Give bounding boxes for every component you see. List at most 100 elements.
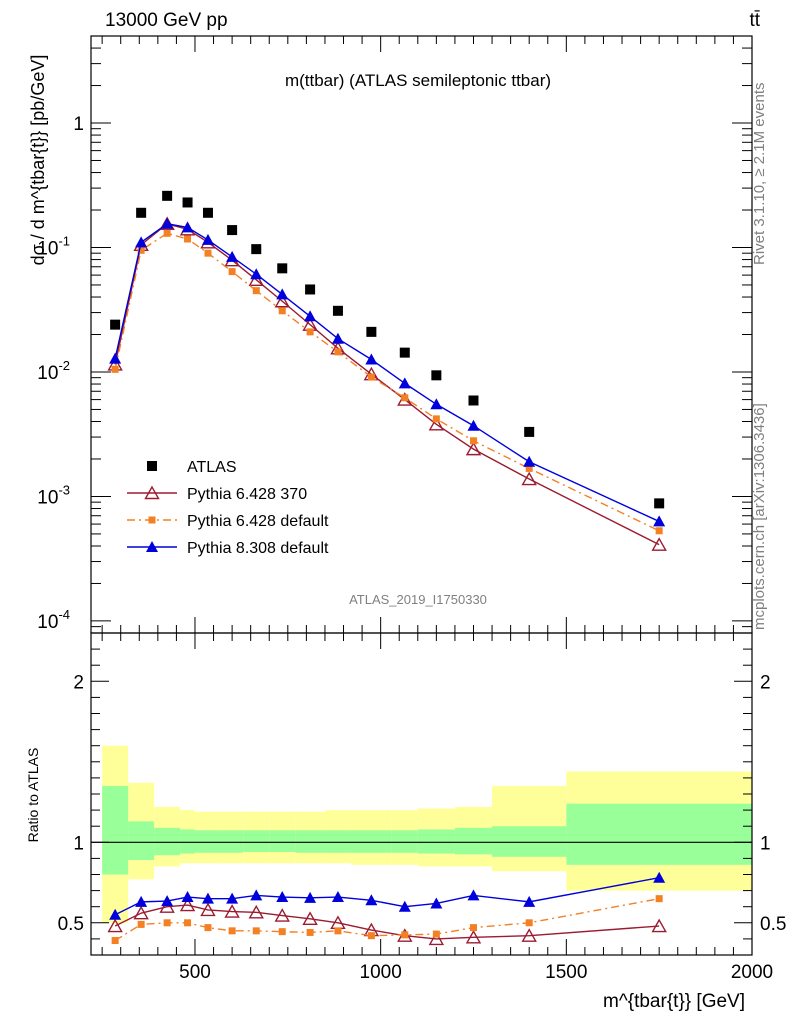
- ratio-point: [525, 919, 533, 927]
- x-tick-label: 1500: [545, 962, 587, 983]
- ratio-point: [204, 924, 212, 932]
- data-point: [431, 370, 442, 381]
- ratio-point: [334, 927, 342, 935]
- data-point: [276, 288, 289, 300]
- series-line: [114, 232, 660, 532]
- legend-label: ATLAS: [187, 459, 237, 476]
- data-point: [162, 190, 173, 201]
- main-panel: m(ttbar) (ATLAS semileptonic ttbar) ATLA…: [28, 35, 753, 634]
- data-point: [248, 272, 264, 287]
- x-tick-label: 500: [179, 962, 211, 983]
- ratio-point: [250, 889, 263, 901]
- ratio-point: [248, 904, 264, 919]
- ratio-point: [304, 891, 317, 903]
- data-point: [110, 319, 121, 330]
- ratio-point: [432, 930, 440, 938]
- y-tick-label: 10-3: [37, 482, 70, 508]
- ratio-point: [401, 931, 409, 939]
- ratio-point: [137, 920, 145, 928]
- data-point: [331, 332, 344, 344]
- data-point: [202, 207, 213, 218]
- ratio-y-tick-label: 2: [73, 672, 84, 693]
- data-point: [465, 441, 482, 456]
- band-inner: [128, 821, 155, 861]
- data-point: [182, 197, 193, 208]
- band-inner: [566, 803, 752, 865]
- analysis-id: ATLAS_2019_I1750330: [349, 592, 487, 607]
- data-point: [653, 515, 666, 527]
- data-point: [306, 328, 314, 336]
- data-point: [305, 284, 316, 295]
- data-point: [111, 365, 119, 373]
- band-inner: [324, 830, 351, 853]
- band-inner: [454, 827, 493, 855]
- ratio-point: [302, 911, 318, 925]
- data-point: [365, 353, 378, 365]
- legend-marker: [144, 485, 160, 500]
- ratio-point: [331, 891, 344, 903]
- ratio-point: [306, 928, 314, 936]
- data-point: [228, 268, 236, 276]
- x-axis-label: m^{tbar{t}} [GeV]: [603, 991, 745, 1012]
- ratio-point: [467, 889, 480, 901]
- data-point: [204, 249, 212, 257]
- data-point: [161, 217, 174, 229]
- data-point: [250, 268, 263, 280]
- ratio-point: [226, 892, 239, 904]
- data-point: [201, 233, 214, 245]
- ratio-y-tick-label: 1: [73, 833, 84, 854]
- ratio-point: [653, 871, 666, 883]
- band-inner: [417, 829, 455, 854]
- legend-marker: [147, 461, 157, 471]
- main-ylabel: dσ / d m^{tbar{t}} [pb/GeV]: [28, 55, 48, 266]
- data-point: [304, 310, 317, 322]
- ratio-point: [228, 927, 236, 935]
- data-point: [398, 377, 411, 389]
- legend-label: Pythia 8.308 default: [187, 540, 329, 557]
- data-point: [277, 263, 288, 274]
- ratio-panel: 500 1000 1500 2000 0.5 0.5 1 1 2 2 Ratio to ATLAS…: [25, 632, 786, 1012]
- ratio-point: [276, 891, 289, 903]
- data-point: [655, 527, 663, 535]
- ratio-point: [109, 908, 122, 920]
- legend-label: Pythia 6.428 370: [187, 486, 307, 503]
- mcplots-label: mcplots.cern.ch [arXiv:1306.3436]: [751, 403, 768, 630]
- data-point: [428, 416, 445, 431]
- ratio-point: [111, 937, 119, 945]
- band-inner: [350, 830, 392, 853]
- data-point: [137, 246, 145, 254]
- ratio-point: [135, 895, 148, 907]
- data-point: [467, 419, 480, 431]
- band-inner: [220, 830, 244, 853]
- ratio-point: [184, 919, 192, 927]
- data-point: [135, 236, 148, 248]
- ratio-point: [655, 895, 663, 903]
- ratio-point: [181, 891, 194, 903]
- ratio-point: [523, 895, 536, 907]
- ratio-y-tick-label: 0.5: [58, 914, 84, 935]
- band-inner: [102, 785, 129, 875]
- data-point: [109, 352, 122, 364]
- ratio-point: [107, 918, 123, 933]
- data-point: [227, 225, 238, 236]
- data-point: [654, 498, 665, 509]
- ratio-point: [465, 929, 482, 944]
- data-point: [163, 229, 171, 237]
- data-point: [366, 326, 377, 337]
- legend-marker: [146, 541, 158, 552]
- data-point: [332, 305, 343, 316]
- data-point: [278, 307, 286, 315]
- ratio-y-tick-label: 0.5: [760, 914, 786, 935]
- band-inner: [391, 830, 418, 853]
- y-tick-label: 10-2: [37, 358, 70, 384]
- band-inner: [243, 830, 270, 852]
- legend: ATLAS Pythia 6.428 370 Pythia 6.428 defaul…: [127, 459, 329, 557]
- ratio-point: [179, 897, 196, 912]
- ratio-y-tick-label: 2: [760, 672, 771, 693]
- data-point: [521, 471, 537, 486]
- ratio-point: [163, 919, 171, 927]
- y-tick-label: 1: [73, 114, 84, 135]
- data-point: [432, 415, 440, 423]
- ratio-line: [114, 904, 660, 940]
